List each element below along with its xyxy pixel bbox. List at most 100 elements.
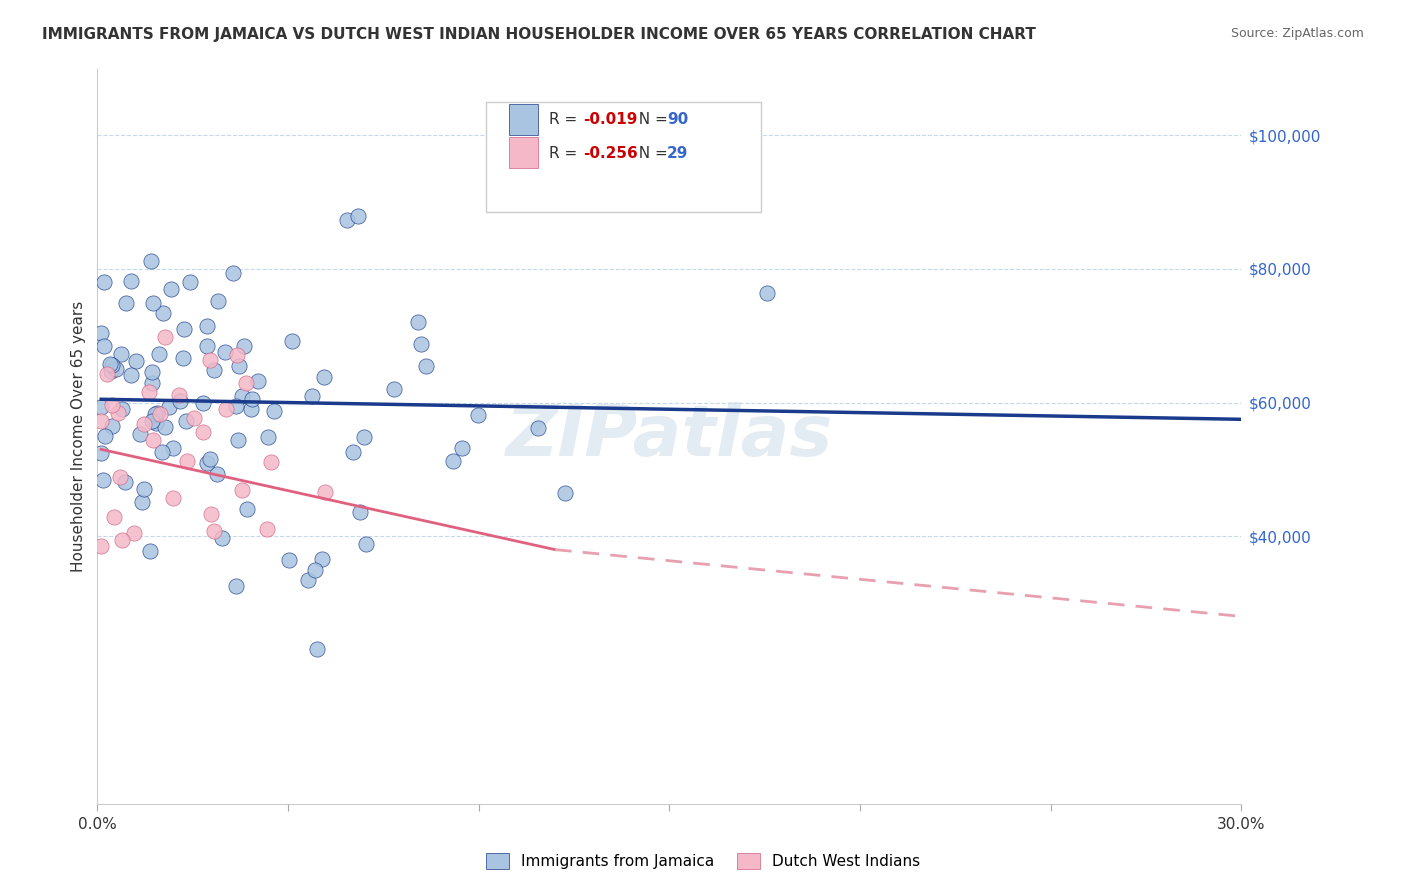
Text: -0.256: -0.256 xyxy=(583,145,638,161)
Point xyxy=(172,351,194,365)
Point xyxy=(301,389,323,403)
Text: IMMIGRANTS FROM JAMAICA VS DUTCH WEST INDIAN HOUSEHOLDER INCOME OVER 65 YEARS CO: IMMIGRANTS FROM JAMAICA VS DUTCH WEST IN… xyxy=(42,27,1036,42)
Point xyxy=(138,384,160,399)
Point xyxy=(104,362,127,376)
Point xyxy=(195,456,218,470)
Legend: Immigrants from Jamaica, Dutch West Indians: Immigrants from Jamaica, Dutch West Indi… xyxy=(479,847,927,875)
Point xyxy=(408,315,430,329)
Point xyxy=(356,537,378,551)
Point xyxy=(195,339,218,353)
Text: R =: R = xyxy=(550,145,582,161)
Point xyxy=(526,421,548,435)
Point xyxy=(93,429,115,443)
Text: 90: 90 xyxy=(666,112,689,127)
Point xyxy=(225,579,247,593)
Point xyxy=(107,406,129,420)
Point xyxy=(214,345,236,359)
Point xyxy=(263,403,285,417)
Point xyxy=(205,467,228,482)
Point xyxy=(110,533,132,547)
Point xyxy=(347,209,370,223)
Point xyxy=(200,508,222,522)
Point xyxy=(162,491,184,505)
Point xyxy=(409,337,432,351)
Point xyxy=(225,399,247,413)
Point xyxy=(111,402,134,417)
Point xyxy=(257,430,280,444)
Point xyxy=(150,445,173,459)
Point xyxy=(307,641,329,656)
Text: Source: ZipAtlas.com: Source: ZipAtlas.com xyxy=(1230,27,1364,40)
Point xyxy=(141,376,163,390)
Point xyxy=(141,414,163,428)
Point xyxy=(122,526,145,541)
Y-axis label: Householder Income Over 65 years: Householder Income Over 65 years xyxy=(72,301,86,572)
Point xyxy=(90,326,112,340)
Point xyxy=(142,296,165,310)
Text: N =: N = xyxy=(630,145,673,161)
Point xyxy=(114,475,136,490)
Point xyxy=(145,416,167,430)
Point xyxy=(98,357,121,371)
Point xyxy=(139,544,162,558)
Point xyxy=(195,318,218,333)
Point xyxy=(157,401,180,415)
Text: ZIPatlas: ZIPatlas xyxy=(506,401,832,470)
Point xyxy=(342,444,364,458)
Point xyxy=(101,359,124,373)
Point xyxy=(148,347,170,361)
Point xyxy=(125,354,148,368)
Point xyxy=(167,388,190,402)
Point xyxy=(103,510,125,524)
Point xyxy=(467,409,489,423)
Point xyxy=(228,359,250,373)
Point xyxy=(311,552,333,566)
Point xyxy=(277,553,299,567)
Point xyxy=(240,392,263,406)
Point xyxy=(100,364,122,378)
Point xyxy=(128,427,150,442)
Point xyxy=(173,322,195,336)
Point xyxy=(314,370,336,384)
Text: N =: N = xyxy=(630,112,673,127)
Text: -0.019: -0.019 xyxy=(583,112,638,127)
Point xyxy=(191,396,214,410)
Point xyxy=(162,441,184,455)
Text: R =: R = xyxy=(550,112,582,127)
Point xyxy=(90,414,112,428)
Point xyxy=(226,433,249,447)
Point xyxy=(382,382,405,396)
Point xyxy=(198,352,221,367)
Point xyxy=(96,367,118,381)
Point xyxy=(207,294,229,309)
Point xyxy=(193,425,215,439)
Point xyxy=(231,388,253,402)
Point xyxy=(315,485,337,500)
Point xyxy=(198,452,221,467)
Point xyxy=(90,446,112,460)
Point xyxy=(349,505,371,519)
Point xyxy=(441,454,464,468)
Point xyxy=(233,339,256,353)
Point xyxy=(142,433,165,447)
Text: 29: 29 xyxy=(666,145,689,161)
Point xyxy=(211,531,233,545)
Point xyxy=(153,419,176,434)
Point xyxy=(215,402,238,417)
Point xyxy=(93,339,115,353)
Point xyxy=(114,296,136,310)
Point xyxy=(554,486,576,500)
Point xyxy=(134,417,156,431)
Point xyxy=(146,406,169,420)
Point xyxy=(93,275,115,289)
Point xyxy=(225,348,247,362)
Point xyxy=(141,365,163,379)
Point xyxy=(183,410,205,425)
Point xyxy=(297,573,319,587)
Point xyxy=(176,414,198,428)
Point xyxy=(132,483,155,497)
Point xyxy=(143,407,166,421)
Point xyxy=(110,347,132,361)
Point xyxy=(149,407,172,421)
Point xyxy=(231,483,253,498)
